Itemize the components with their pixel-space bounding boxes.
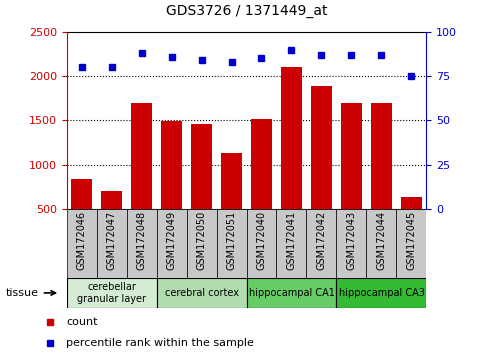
Bar <box>127 209 157 278</box>
Bar <box>401 198 422 209</box>
Text: tissue: tissue <box>6 288 56 298</box>
Text: cerebral cortex: cerebral cortex <box>165 288 239 298</box>
Text: GDS3726 / 1371449_at: GDS3726 / 1371449_at <box>166 4 327 18</box>
Text: GSM172044: GSM172044 <box>377 211 387 270</box>
Bar <box>281 67 302 209</box>
Text: GSM172046: GSM172046 <box>76 211 87 270</box>
Bar <box>67 278 157 308</box>
Bar <box>336 278 426 308</box>
Bar <box>161 121 182 209</box>
Bar <box>246 278 336 308</box>
Bar <box>157 209 186 278</box>
Text: cerebellar
granular layer: cerebellar granular layer <box>77 282 146 304</box>
Text: GSM172050: GSM172050 <box>197 211 207 270</box>
Text: GSM172051: GSM172051 <box>226 211 237 270</box>
Bar <box>371 103 392 209</box>
Bar <box>157 278 246 308</box>
Text: GSM172047: GSM172047 <box>106 211 116 270</box>
Bar <box>97 209 127 278</box>
Bar <box>307 209 336 278</box>
Bar <box>131 103 152 209</box>
Text: hippocampal CA3: hippocampal CA3 <box>339 288 424 298</box>
Text: GSM172041: GSM172041 <box>286 211 296 270</box>
Bar <box>67 209 97 278</box>
Text: GSM172045: GSM172045 <box>406 211 417 270</box>
Bar <box>311 86 332 209</box>
Text: GSM172040: GSM172040 <box>256 211 267 270</box>
Text: GSM172049: GSM172049 <box>167 211 176 270</box>
Bar <box>221 153 242 209</box>
Text: GSM172042: GSM172042 <box>317 211 326 270</box>
Bar <box>396 209 426 278</box>
Bar <box>246 209 277 278</box>
Text: percentile rank within the sample: percentile rank within the sample <box>67 338 254 348</box>
Bar <box>101 191 122 209</box>
Bar <box>191 124 212 209</box>
Text: count: count <box>67 317 98 327</box>
Text: GSM172043: GSM172043 <box>347 211 356 270</box>
Bar <box>251 119 272 209</box>
Text: GSM172048: GSM172048 <box>137 211 146 270</box>
Text: hippocampal CA1: hippocampal CA1 <box>248 288 334 298</box>
Bar <box>186 209 216 278</box>
Bar <box>336 209 366 278</box>
Bar <box>277 209 307 278</box>
Bar <box>216 209 246 278</box>
Bar <box>366 209 396 278</box>
Bar <box>71 179 92 209</box>
Bar <box>341 103 362 209</box>
